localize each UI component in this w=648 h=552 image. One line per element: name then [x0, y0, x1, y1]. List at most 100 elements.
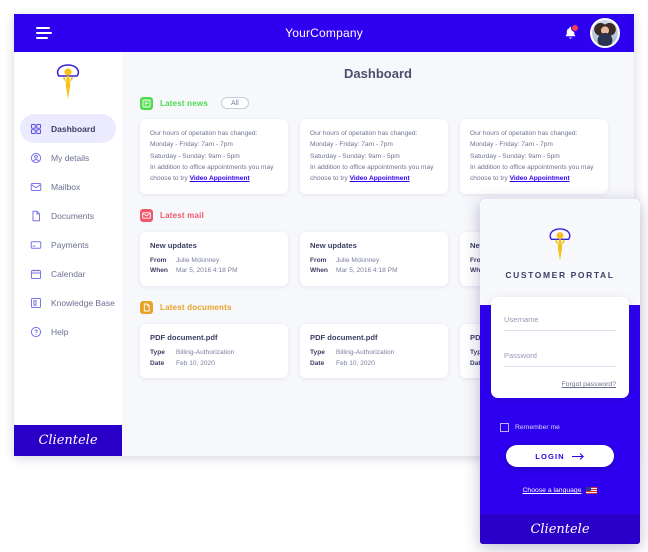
- type-label: Type: [150, 348, 165, 356]
- mail-when-row: When Mar 5, 2016 4:18 PM: [310, 266, 438, 277]
- video-appointment-link[interactable]: Video Appointment: [509, 175, 570, 183]
- us-flag-icon: [586, 487, 598, 494]
- news-line: Monday - Friday: 7am - 7pm: [150, 141, 233, 149]
- news-card[interactable]: Our hours of operation has changed: Mond…: [140, 119, 288, 194]
- document-name: PDF document.pdf: [310, 332, 378, 342]
- mail-subject: New updates: [150, 240, 197, 250]
- mail-when-value: Mar 5, 2016 4:18 PM: [176, 267, 238, 275]
- page-brand-title: YourCompany: [285, 26, 363, 40]
- sidebar-item-mailbox[interactable]: Mailbox: [20, 172, 116, 201]
- choose-language-link[interactable]: Choose a language: [480, 487, 640, 494]
- mail-from-value: Julie Mckinney: [336, 256, 380, 264]
- document-date-row: Date Feb 10, 2020: [150, 359, 278, 370]
- news-filter-all-button[interactable]: All: [221, 97, 249, 109]
- section-header: Latest mail: [140, 208, 634, 224]
- news-line: In addition to office appointments you m…: [470, 163, 594, 171]
- sidebar-item-knowledge-base[interactable]: Knowledge Base: [20, 288, 116, 317]
- remember-me-checkbox[interactable]: Remember me: [500, 423, 560, 432]
- login-header: CUSTOMER PORTAL: [480, 199, 640, 305]
- clientele-rocket-logo: [549, 228, 571, 261]
- sidebar-item-documents[interactable]: Documents: [20, 201, 116, 230]
- news-line: Monday - Friday: 7am - 7pm: [470, 141, 553, 149]
- forgot-password-link[interactable]: Forgot password?: [561, 381, 616, 388]
- calendar-icon: [31, 269, 41, 279]
- section-latest-news: Latest news All Our hours of operation h…: [122, 95, 634, 194]
- document-date-row: Date Feb 10, 2020: [310, 359, 438, 370]
- news-line: Our hours of operation has changed:: [150, 130, 258, 137]
- news-line: Our hours of operation has changed:: [310, 130, 418, 137]
- sidebar-item-label: Payments: [51, 239, 89, 250]
- video-appointment-link[interactable]: Video Appointment: [189, 175, 250, 183]
- remember-me-label: Remember me: [515, 424, 560, 431]
- dashboard-icon: [31, 123, 41, 134]
- news-card-row: Our hours of operation has changed: Mond…: [140, 119, 634, 194]
- login-title: CUSTOMER PORTAL: [505, 270, 615, 280]
- news-tail-prefix: choose to try: [310, 175, 350, 183]
- news-line: Saturday - Sunday: 9am - 5pm: [470, 152, 560, 160]
- mail-when-row: When Mar 5, 2016 4:18 PM: [150, 266, 278, 277]
- sidebar-item-payments[interactable]: Payments: [20, 230, 116, 259]
- document-type-row: Type Billing-Authorization: [310, 348, 438, 359]
- news-line-tail: choose to try Video Appointment: [150, 173, 278, 184]
- top-bar: YourCompany: [14, 14, 634, 52]
- section-title: Latest mail: [160, 211, 204, 221]
- date-label: Date: [150, 359, 165, 367]
- when-label: When: [470, 267, 488, 275]
- login-brand-text: Clientele: [530, 521, 590, 537]
- sidebar-item-label: Dashboard: [51, 123, 96, 134]
- when-label: When: [150, 267, 168, 275]
- news-tail-prefix: choose to try: [150, 175, 190, 183]
- document-name: PDF document.pdf: [150, 332, 218, 342]
- mail-subject: New updates: [310, 240, 357, 250]
- news-line: Monday - Friday: 7am - 7pm: [310, 141, 393, 149]
- login-button-label: LOGIN: [535, 451, 565, 461]
- login-button[interactable]: LOGIN: [506, 445, 614, 467]
- video-appointment-link[interactable]: Video Appointment: [349, 175, 410, 183]
- sidebar-item-help[interactable]: Help: [20, 317, 116, 346]
- sidebar-item-label: My details: [51, 152, 90, 163]
- document-icon: [140, 301, 153, 315]
- document-icon: [32, 210, 40, 221]
- mail-from-row: From Julie Mckinney: [310, 256, 438, 267]
- login-footer-brand: Clientele: [480, 514, 640, 544]
- mail-icon: [30, 182, 42, 191]
- news-line-tail: choose to try Video Appointment: [310, 173, 438, 184]
- section-title: Latest documents: [160, 303, 232, 313]
- sidebar-item-label: Knowledge Base: [51, 297, 115, 308]
- mail-from-value: Julie Mckinney: [176, 256, 220, 264]
- choose-language-label: Choose a language: [522, 487, 582, 494]
- sidebar-item-calendar[interactable]: Calendar: [20, 259, 116, 288]
- sidebar-item-my-details[interactable]: My details: [20, 143, 116, 172]
- page-title: Dashboard: [344, 66, 412, 81]
- login-form-card: Forgot password?: [491, 297, 629, 398]
- top-bar-actions: [563, 14, 620, 52]
- document-card[interactable]: PDF document.pdf Type Billing-Authorizati…: [300, 323, 448, 379]
- section-title: Latest news: [160, 98, 208, 108]
- when-label: When: [310, 267, 328, 275]
- section-header: Latest news All: [140, 95, 634, 111]
- sidebar-footer-brand: Clientele: [14, 425, 122, 456]
- document-card[interactable]: PDF document.pdf Type Billing-Authorizati…: [140, 323, 288, 379]
- card-icon: [30, 240, 42, 249]
- question-circle-icon: [30, 326, 42, 337]
- checkbox-box: [500, 423, 509, 432]
- news-card[interactable]: Our hours of operation has changed: Mond…: [300, 119, 448, 194]
- news-card[interactable]: Our hours of operation has changed: Mond…: [460, 119, 608, 194]
- password-input[interactable]: [504, 351, 616, 367]
- sidebar-item-dashboard[interactable]: Dashboard: [20, 114, 116, 143]
- avatar[interactable]: [590, 18, 620, 48]
- mail-card[interactable]: New updates From Julie Mckinney When Mar 5…: [140, 231, 288, 286]
- sidebar: Dashboard My details Mailbox Docu: [14, 52, 123, 456]
- hamburger-icon[interactable]: [36, 27, 52, 39]
- from-label: From: [150, 256, 167, 264]
- username-input[interactable]: [504, 315, 616, 331]
- mail-icon: [140, 209, 153, 223]
- book-icon: [31, 297, 41, 308]
- sidebar-item-label: Mailbox: [51, 181, 81, 192]
- username-field-wrap: [504, 309, 616, 331]
- news-line: Saturday - Sunday: 9am - 5pm: [150, 152, 240, 160]
- bell-icon[interactable]: [563, 24, 579, 41]
- news-line: In addition to office appointments you m…: [310, 163, 434, 171]
- customer-portal-login-panel: CUSTOMER PORTAL Forgot password? Remembe…: [480, 199, 640, 544]
- mail-card[interactable]: New updates From Julie Mckinney When Mar 5…: [300, 231, 448, 286]
